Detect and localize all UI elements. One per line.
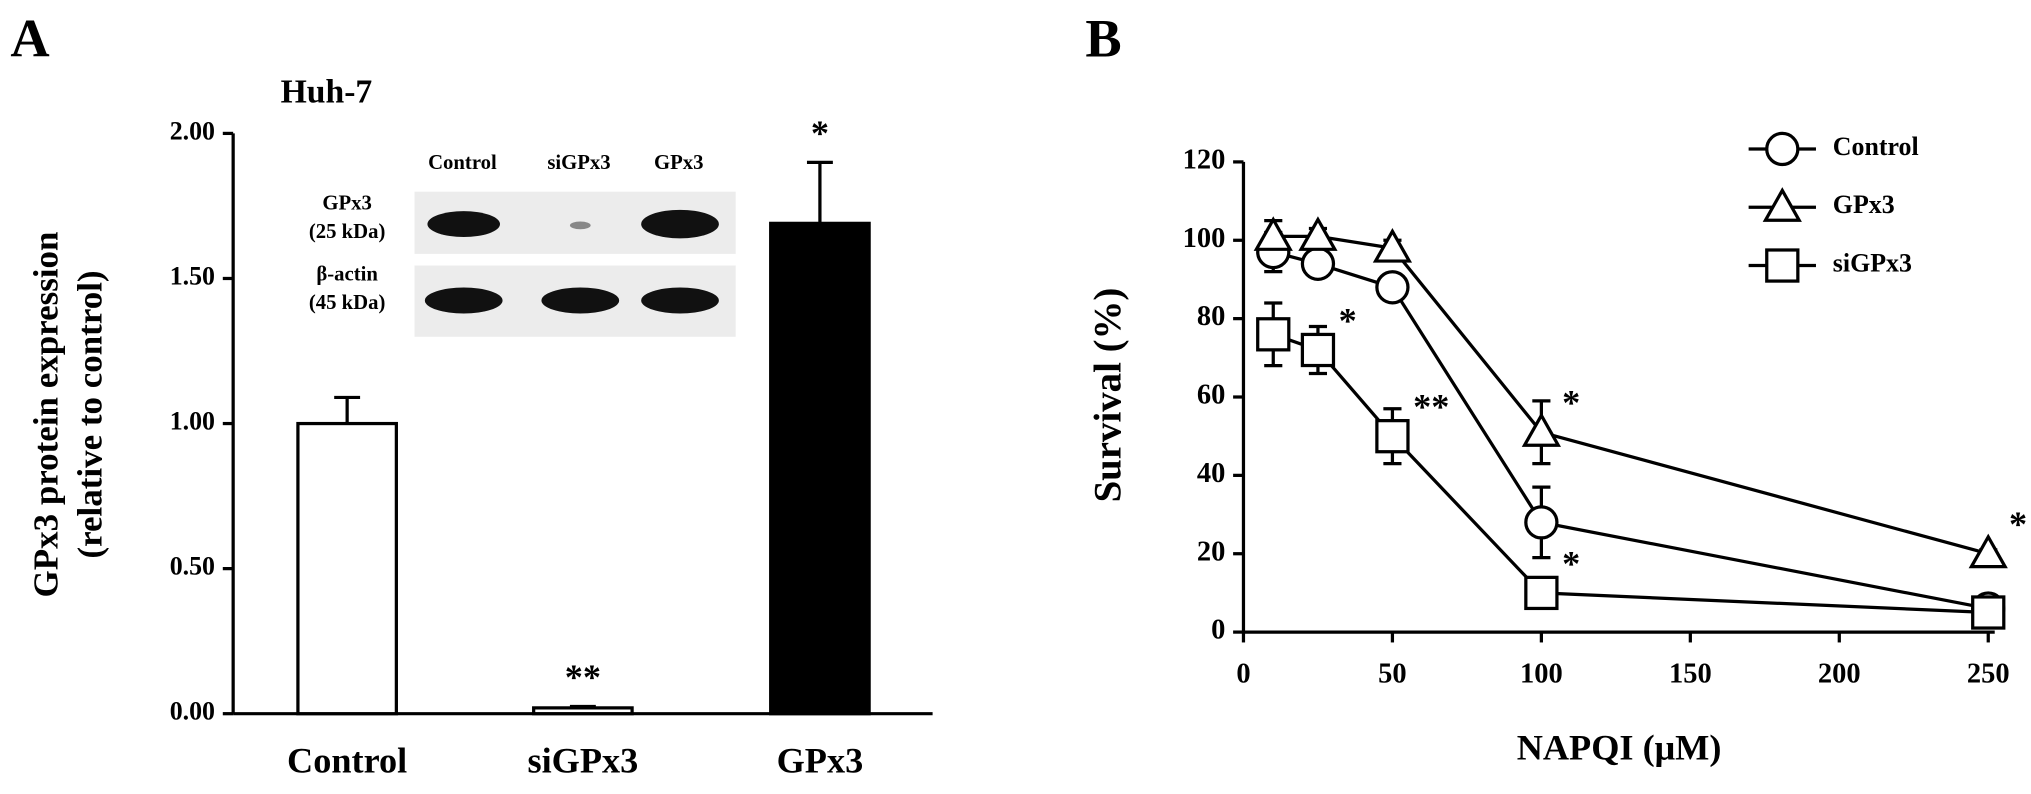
data-point <box>1256 317 1291 352</box>
data-point <box>1971 595 2006 630</box>
bar <box>296 421 398 716</box>
y-tick-label: 2.00 <box>170 116 215 145</box>
blot-lane-label: Control <box>428 152 497 174</box>
x-tick-label: 0 <box>1236 659 1250 690</box>
legend-marker <box>1765 131 1800 167</box>
x-tick-label: 100 <box>1520 659 1563 690</box>
panel-label: B <box>1085 9 1121 69</box>
data-point <box>1298 216 1338 251</box>
data-point <box>1372 227 1413 263</box>
x-tick-label: Control <box>287 741 407 781</box>
blot-lane-label: GPx3 <box>654 152 704 174</box>
blot-band <box>541 287 620 314</box>
y-tick-label: 100 <box>1183 223 1226 254</box>
bar <box>769 221 871 716</box>
significance-label: * <box>1562 383 1580 423</box>
data-point <box>1521 412 1561 447</box>
blot-row-label: (25 kDa) <box>309 221 386 243</box>
legend-marker <box>1762 187 1802 222</box>
y-tick-label: 0.00 <box>170 697 215 726</box>
significance-label: ** <box>1413 387 1449 427</box>
y-tick-label: 0.50 <box>170 552 215 581</box>
series-line <box>1272 332 1989 615</box>
blot-band <box>424 287 503 314</box>
x-tick-label: 250 <box>1967 659 2010 690</box>
blot-row-label: (45 kDa) <box>309 292 386 314</box>
significance-label: ** <box>565 657 601 697</box>
x-axis-label: NAPQI (μM) <box>1517 728 1722 768</box>
legend-label: GPx3 <box>1833 190 1895 219</box>
significance-label: * <box>2009 504 2027 544</box>
blot-band <box>641 209 719 239</box>
significance-label: * <box>1339 300 1357 340</box>
data-point <box>1375 419 1410 454</box>
blot-band <box>427 211 500 238</box>
data-point <box>1300 332 1336 368</box>
legend-label: Control <box>1833 132 1919 161</box>
blot-row-label: β-actin <box>316 264 378 286</box>
y-tick-label: 20 <box>1197 536 1225 567</box>
y-tick-label: 1.50 <box>170 261 215 290</box>
y-tick-label: 80 <box>1197 301 1225 332</box>
y-tick-label: 60 <box>1197 380 1225 411</box>
data-point <box>1253 216 1293 251</box>
x-tick-label: 200 <box>1818 659 1861 690</box>
significance-label: * <box>1562 543 1580 583</box>
blot-band <box>569 221 591 230</box>
y-tick-label: 120 <box>1183 144 1226 175</box>
x-tick-label: GPx3 <box>777 741 864 781</box>
y-tick-label: 1.00 <box>170 406 215 435</box>
x-tick-label: siGPx3 <box>527 741 638 781</box>
data-point <box>1968 533 2008 569</box>
bar <box>532 706 634 716</box>
blot-lane-label: siGPx3 <box>547 152 610 174</box>
blot-band <box>641 287 719 314</box>
data-point <box>1524 575 1559 611</box>
data-point <box>1300 246 1336 281</box>
y-axis-label: (relative to control) <box>70 270 109 558</box>
panel-label: A <box>10 9 49 69</box>
data-point <box>1375 270 1410 305</box>
y-tick-label: 0 <box>1211 615 1225 646</box>
y-axis-label: Survival (%) <box>1086 288 1129 503</box>
data-point <box>1524 505 1559 540</box>
x-tick-label: 150 <box>1669 659 1712 690</box>
chart-title: Huh-7 <box>281 73 373 110</box>
legend-marker <box>1765 248 1800 283</box>
blot-row-label: GPx3 <box>322 192 372 214</box>
significance-label: * <box>811 113 829 153</box>
legend-label: siGPx3 <box>1833 248 1912 277</box>
y-tick-label: 40 <box>1197 458 1225 489</box>
x-tick-label: 50 <box>1378 659 1406 690</box>
y-axis-label: GPx3 protein expression <box>26 232 65 598</box>
